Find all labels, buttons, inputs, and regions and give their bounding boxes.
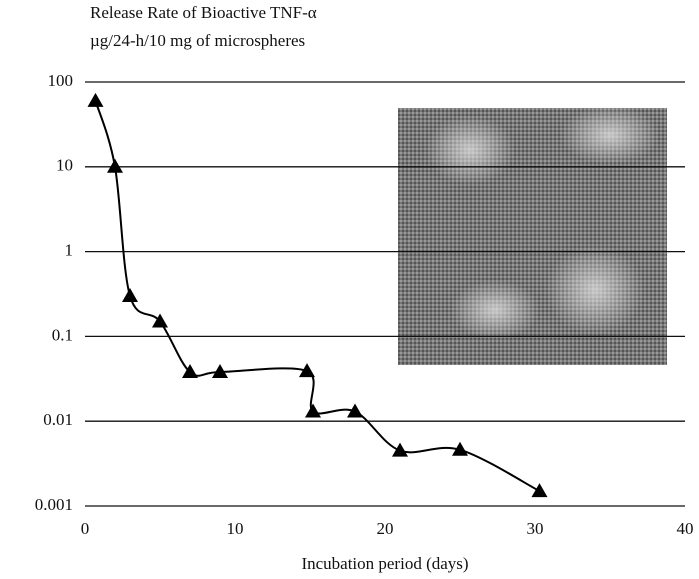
triangle-marker bbox=[87, 92, 104, 107]
x-tick-label: 10 bbox=[227, 519, 244, 538]
x-tick-label: 20 bbox=[377, 519, 394, 538]
triangle-marker bbox=[452, 441, 468, 456]
inset-micrograph bbox=[398, 105, 667, 365]
y-tick-label: 0.001 bbox=[35, 495, 73, 514]
triangle-marker bbox=[107, 158, 123, 173]
y-tick-label: 100 bbox=[48, 71, 74, 90]
x-tick-label: 30 bbox=[527, 519, 544, 538]
x-tick-label: 40 bbox=[677, 519, 694, 538]
triangle-marker bbox=[392, 442, 408, 457]
triangle-marker bbox=[299, 363, 315, 378]
triangle-marker bbox=[531, 483, 548, 498]
chart-subtitle: µg/24-h/10 mg of microspheres bbox=[90, 31, 305, 50]
x-axis-label: Incubation period (days) bbox=[301, 554, 468, 573]
y-tick-label: 0.01 bbox=[43, 410, 73, 429]
chart-title: Release Rate of Bioactive TNF-α bbox=[90, 3, 317, 22]
y-tick-label: 10 bbox=[56, 156, 73, 175]
triangle-marker bbox=[212, 364, 228, 379]
triangle-marker bbox=[122, 287, 138, 302]
data-line bbox=[94, 100, 540, 492]
triangle-marker bbox=[152, 313, 168, 328]
triangle-marker bbox=[305, 403, 321, 418]
y-tick-label: 1 bbox=[65, 241, 74, 260]
triangle-marker bbox=[182, 364, 198, 379]
x-tick-label: 0 bbox=[81, 519, 90, 538]
triangle-marker bbox=[347, 403, 363, 418]
y-tick-label: 0.1 bbox=[52, 325, 73, 344]
